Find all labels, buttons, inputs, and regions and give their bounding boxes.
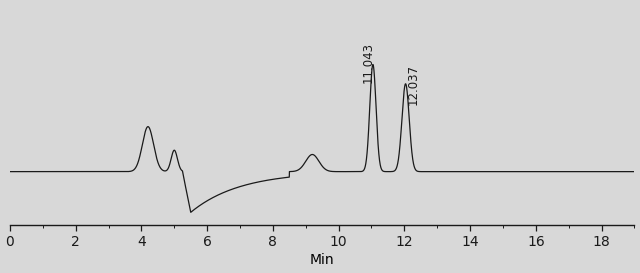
Text: 12.037: 12.037 [406, 64, 419, 105]
Text: 11.043: 11.043 [362, 42, 375, 83]
X-axis label: Min: Min [310, 253, 335, 267]
